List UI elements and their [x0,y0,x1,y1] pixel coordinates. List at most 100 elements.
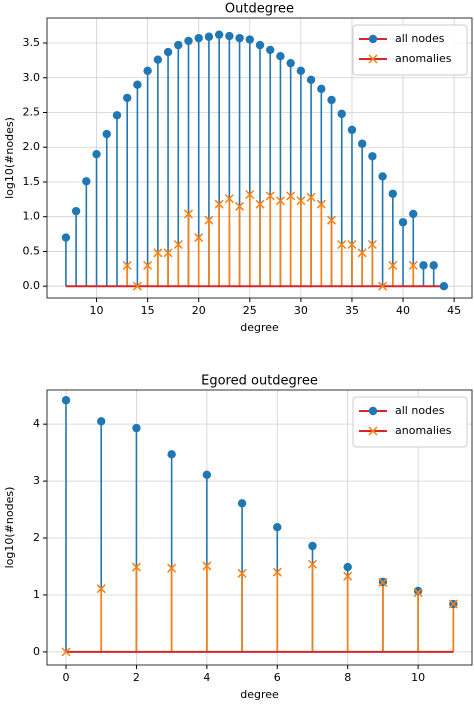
marker [61,396,71,405]
marker [307,559,318,569]
y-tick-label: 4 [33,417,40,430]
marker [131,562,141,572]
x-tick-label: 6 [274,671,281,684]
marker [347,239,357,250]
marker [214,30,224,39]
marker [167,450,176,459]
marker [143,66,152,76]
legend: all nodes anomalies [352,24,468,76]
y-tick-label: 1.5 [23,175,41,188]
x-tick-label: 10 [411,671,425,684]
y-tick-label: 3.0 [23,71,41,84]
marker [327,95,336,105]
x-tick-label: 45 [447,304,461,317]
marker [163,47,173,57]
chart-title: Outdegree [225,2,294,17]
marker [92,149,101,159]
marker [306,192,316,202]
marker [286,58,295,68]
marker [378,281,388,291]
marker [388,189,398,198]
marker [275,196,285,206]
marker [245,35,254,44]
marker [153,55,163,64]
y-tick-label: 2.5 [23,105,41,118]
x-tick-label: 10 [90,304,104,317]
marker [316,199,326,209]
marker [347,125,357,135]
marker [202,561,212,571]
y-tick-label: 1 [33,588,40,601]
marker [194,233,204,243]
marker [167,563,177,573]
chart: 10 15 20 25 30 35 40 45 0.0 0.5 1.0 1.5 2.0 2.5 3.0 3.5… [3,2,473,334]
marker [337,109,346,119]
y-tick-label: 0.5 [23,244,41,257]
plot-frame [46,389,473,666]
marker [408,260,418,270]
marker [235,201,245,211]
marker [194,33,203,43]
marker [82,177,91,186]
x-tick-label: 4 [203,671,210,684]
marker [306,75,316,85]
marker [71,206,81,216]
x-tick-label: 15 [141,304,155,317]
marker [224,194,234,204]
marker [317,84,326,94]
x-tick-label: 2 [133,671,140,684]
marker [265,191,275,201]
y-tick-label: 0 [33,645,40,658]
chart: 0 2 4 6 8 10 0 1 2 3 4 Egored outdegree degree log10(… [3,374,473,701]
marker [326,215,337,225]
marker [409,209,418,219]
marker [357,139,367,148]
legend-label: all nodes [395,404,445,417]
x-tick-label: 30 [294,304,308,317]
marker [237,568,247,578]
x-axis-label: degree [240,688,279,701]
marker [255,199,265,209]
marker [61,647,71,657]
marker [202,470,212,480]
marker [367,239,377,250]
plot-frame [46,17,473,299]
marker [448,599,458,609]
marker [413,588,423,598]
y-tick-label: 0.0 [23,279,41,292]
marker [413,586,423,596]
marker [183,209,194,219]
x-tick-label: 35 [345,304,359,317]
marker [368,152,377,161]
y-tick-label: 1.0 [23,210,41,223]
marker [132,423,141,433]
x-tick-label: 25 [243,304,257,317]
y-axis-label: log10(#nodes) [3,117,16,199]
x-tick-label: 40 [396,304,410,317]
marker [296,196,306,206]
marker [419,261,428,270]
marker [276,52,285,61]
y-tick-label: 2.0 [23,140,41,153]
marker [337,239,347,250]
marker [112,111,122,120]
marker [61,233,71,242]
marker [378,577,388,587]
marker [286,191,296,201]
marker [143,260,153,270]
marker [235,33,244,43]
marker [343,571,353,581]
marker [357,248,367,258]
marker [163,248,173,258]
marker [184,36,193,46]
marker [96,584,106,594]
legend-marker [368,34,378,44]
marker [398,218,408,227]
marker [439,281,449,291]
y-tick-label: 2 [33,531,40,544]
marker [204,32,214,41]
legend-marker [368,54,378,64]
chart-title: Egored outdegree [201,374,318,389]
marker [273,523,282,532]
